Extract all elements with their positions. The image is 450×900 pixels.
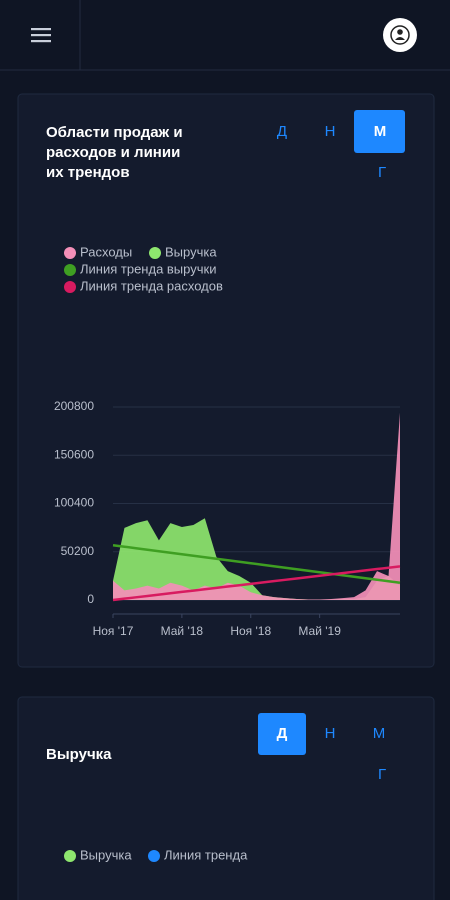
legend-marker — [64, 264, 76, 276]
area — [113, 412, 400, 600]
header — [0, 0, 450, 70]
legend-label: Линия тренда — [164, 847, 248, 862]
period-button[interactable]: Н — [325, 123, 336, 140]
avatar-button[interactable] — [383, 18, 417, 52]
trend-line — [112, 565, 401, 602]
period-button[interactable]: Д — [277, 123, 287, 140]
y-tick-label: 50200 — [61, 544, 95, 558]
x-tick-label: Ноя '17 — [93, 624, 134, 638]
legend-marker — [148, 850, 160, 862]
chart-card — [17, 93, 435, 668]
period-button[interactable]: М — [373, 725, 386, 742]
period-button[interactable]: М — [374, 123, 387, 140]
chart-title-line: Области продаж и расходов и линии их тренд… — [46, 124, 183, 181]
x-tick-label: Май '19 — [298, 624, 341, 638]
period-button[interactable]: Н — [325, 725, 336, 742]
menu-button[interactable] — [31, 28, 51, 43]
legend-label: Выручка — [80, 847, 132, 862]
period-button[interactable]: Г — [378, 164, 386, 181]
legend-label: Линия тренда расходов — [80, 278, 223, 293]
y-tick-label: 100400 — [54, 496, 94, 510]
legend-marker — [64, 247, 76, 259]
x-tick-label: Май '18 — [161, 624, 204, 638]
y-tick-label: 200800 — [54, 399, 94, 413]
legend-label: Выручка — [165, 244, 217, 259]
y-tick-label: 0 — [87, 592, 94, 606]
legend-marker — [64, 281, 76, 293]
x-tick-label: Ноя '18 — [230, 624, 271, 638]
legend-label: Линия тренда выручки — [80, 261, 216, 276]
legend-label: Расходы — [80, 244, 132, 259]
revenue-card — [17, 696, 435, 900]
legend-marker — [149, 247, 161, 259]
period-button-active[interactable] — [258, 713, 306, 755]
period-button[interactable]: Г — [378, 766, 386, 783]
revenue-title: Выручка — [46, 746, 112, 763]
y-tick-label: 150600 — [54, 447, 94, 461]
period-button-active[interactable] — [354, 110, 405, 153]
trend-line — [112, 543, 401, 584]
legend-marker — [64, 850, 76, 862]
area — [113, 518, 400, 600]
period-button[interactable]: Д — [277, 725, 288, 742]
